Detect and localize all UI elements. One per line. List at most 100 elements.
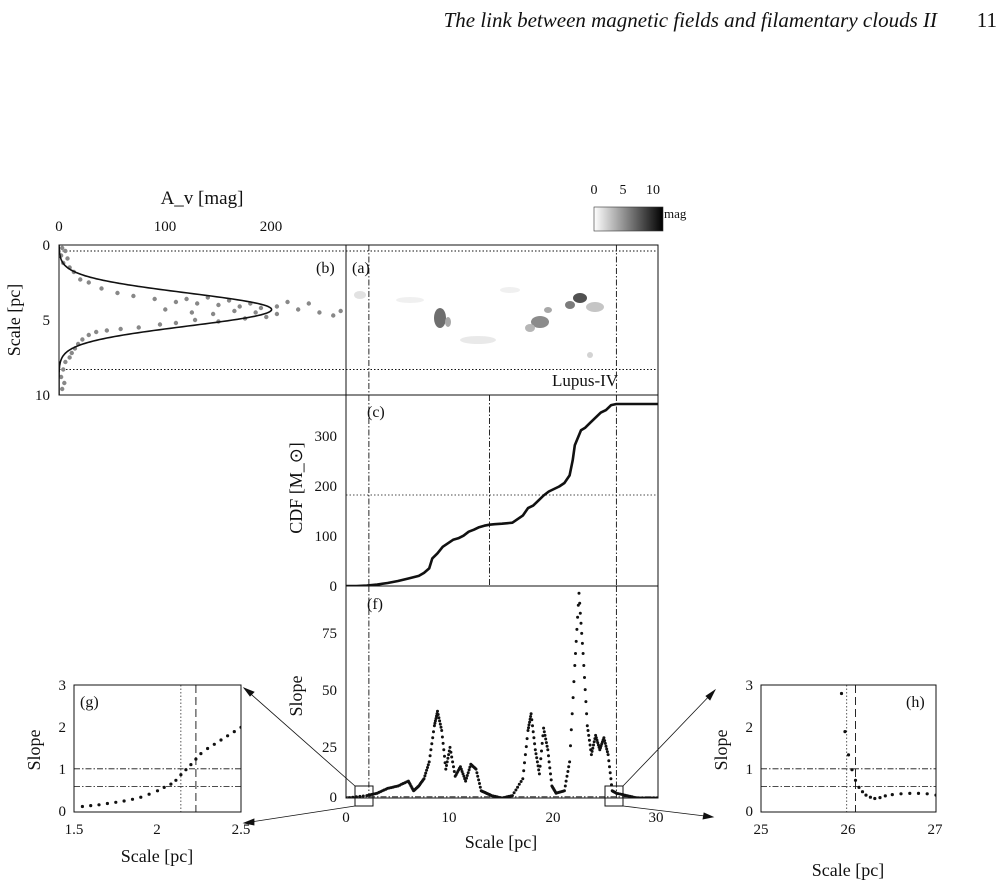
data-point: [934, 793, 936, 797]
data-point: [608, 765, 611, 769]
colorbar-tick: 0: [591, 183, 598, 198]
data-point: [86, 332, 91, 338]
data-point: [569, 728, 573, 732]
data-point: [346, 796, 348, 798]
panel-b-plot: [59, 245, 346, 395]
data-point: [452, 765, 455, 769]
data-point: [592, 743, 595, 747]
data-point: [538, 764, 542, 768]
data-point: [436, 713, 440, 716]
data-point: [606, 753, 610, 757]
data-point: [61, 367, 66, 372]
data-point: [450, 755, 454, 759]
data-point: [565, 774, 569, 778]
data-point: [441, 741, 445, 745]
data-point: [602, 736, 606, 740]
data-point: [59, 374, 64, 380]
data-point: [423, 774, 427, 778]
data-point: [194, 757, 198, 761]
data-point: [544, 741, 548, 745]
panel-h-y-tick: 3: [746, 678, 754, 694]
data-point: [478, 782, 481, 785]
panel-b-y-tick: 5: [43, 313, 51, 329]
data-point: [540, 741, 544, 745]
panel-b: A_v [mag] 0 100 200 Scale [pc] 0 5 10 (b…: [4, 188, 347, 404]
data-point: [546, 748, 550, 752]
data-point: [430, 742, 434, 746]
data-point: [118, 326, 123, 332]
data-point: [524, 745, 528, 749]
data-point: [527, 726, 530, 730]
data-point: [514, 788, 518, 792]
arrowhead: [242, 818, 255, 826]
panel-g-x-tick: 1.5: [65, 822, 84, 838]
data-point: [478, 785, 482, 789]
data-point: [548, 766, 552, 770]
panel-c-letter: (c): [367, 404, 385, 421]
data-point: [63, 359, 68, 365]
data-point: [908, 791, 912, 796]
data-point: [449, 750, 453, 754]
data-point: [569, 744, 572, 748]
data-point: [169, 782, 173, 786]
panel-c-y-tick: 200: [315, 479, 338, 495]
data-point: [173, 320, 179, 326]
data-point: [426, 763, 430, 767]
data-point: [656, 796, 658, 798]
data-point: [69, 350, 74, 356]
data-point: [477, 778, 481, 782]
data-point: [578, 611, 582, 615]
data-point: [532, 736, 536, 740]
data-point: [114, 800, 118, 804]
data-point: [444, 767, 448, 771]
leader-arrow: [622, 805, 714, 818]
data-point: [583, 688, 587, 692]
panel-a: (a) Lupus-IV: [345, 244, 659, 396]
data-point: [467, 768, 471, 772]
data-point: [97, 803, 101, 807]
data-point: [439, 725, 443, 729]
panel-g-letter: (g): [80, 694, 99, 711]
data-point: [80, 337, 85, 342]
data-point: [605, 747, 609, 751]
arrowhead: [242, 687, 255, 697]
data-point: [843, 730, 847, 734]
data-point: [216, 302, 221, 308]
data-point: [428, 754, 432, 758]
data-point: [147, 792, 151, 796]
panel-b-y-tick: 0: [43, 238, 51, 254]
panel-g-y-axis-label: Slope: [24, 729, 44, 770]
data-point: [584, 700, 588, 704]
data-point: [531, 724, 534, 728]
panel-b-letter: (b): [316, 260, 335, 277]
arrowhead: [702, 812, 715, 820]
data-point: [358, 794, 362, 798]
panel-f-y-tick: 0: [330, 790, 338, 806]
data-point: [574, 639, 578, 643]
data-point: [596, 743, 600, 747]
data-point: [534, 752, 538, 756]
data-point: [163, 307, 168, 312]
data-point: [210, 311, 216, 317]
data-point: [537, 772, 541, 776]
panel-f: Slope 0 25 50 75 0 10 20 30 Scale [pc] (…: [286, 585, 664, 852]
data-point: [78, 277, 83, 282]
data-point: [579, 621, 583, 625]
leader-arrow: [243, 805, 356, 824]
panel-b-y-axis-label: Scale [pc]: [4, 284, 24, 356]
data-point: [429, 748, 433, 752]
data-point: [422, 777, 426, 781]
data-point: [194, 301, 200, 306]
data-point: [306, 301, 311, 306]
leader-arrow: [243, 687, 356, 787]
data-point: [533, 748, 537, 752]
data-point: [585, 712, 589, 716]
data-point: [542, 730, 546, 734]
data-point: [857, 785, 861, 790]
data-point: [361, 794, 365, 798]
panel-f-y-tick: 25: [322, 740, 337, 756]
data-point: [545, 744, 549, 748]
data-point: [338, 308, 343, 314]
data-point: [580, 641, 584, 645]
